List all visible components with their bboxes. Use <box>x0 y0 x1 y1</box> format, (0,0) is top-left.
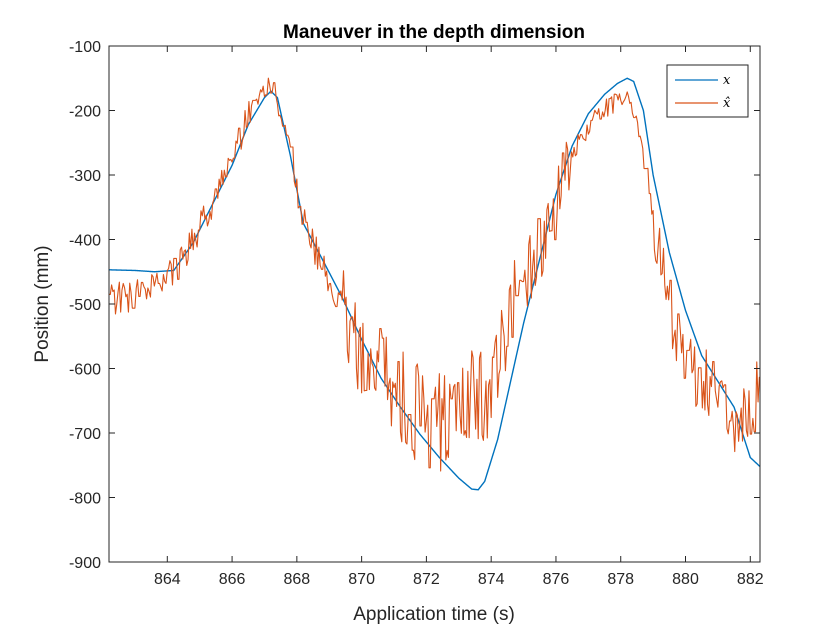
legend-entry-x: x <box>723 73 731 88</box>
y-tick-label: -200 <box>69 104 101 121</box>
x-tick-label: 880 <box>672 571 699 588</box>
x-axis-ticks: 864 866 868 870 872 874 876 878 880 882 <box>154 46 764 588</box>
x-tick-label: 874 <box>478 571 505 588</box>
y-tick-label: -500 <box>69 297 101 314</box>
y-tick-label: -900 <box>69 555 101 572</box>
chart-title: Maneuver in the depth dimension <box>283 22 585 43</box>
y-tick-label: -300 <box>69 168 101 185</box>
y-tick-label: -600 <box>69 362 101 379</box>
x-tick-label: 866 <box>219 571 246 588</box>
x-tick-label: 870 <box>348 571 375 588</box>
plot-frame <box>108 45 761 563</box>
plot-area <box>109 46 760 562</box>
y-axis-label: Position (mm) <box>32 245 53 362</box>
x-tick-label: 864 <box>154 571 181 588</box>
series-line-x-hat <box>109 77 760 472</box>
y-tick-label: -700 <box>69 426 101 443</box>
x-tick-label: 872 <box>413 571 440 588</box>
y-tick-label: -100 <box>69 39 101 56</box>
x-axis-label: Application time (s) <box>353 604 515 625</box>
series-layer <box>109 77 760 491</box>
x-tick-label: 868 <box>283 571 310 588</box>
x-tick-label: 878 <box>607 571 634 588</box>
y-tick-label: -400 <box>69 233 101 250</box>
legend-box <box>666 64 749 118</box>
legend[interactable]: x x̂ <box>666 64 749 118</box>
x-tick-label: 882 <box>737 571 764 588</box>
x-tick-label: 876 <box>543 571 570 588</box>
y-axis-ticks: -100 -200 -300 -400 -500 -600 -700 -800 -900 <box>69 39 760 572</box>
y-tick-label: -800 <box>69 491 101 508</box>
legend-entry-x-hat: x̂ <box>723 96 731 111</box>
